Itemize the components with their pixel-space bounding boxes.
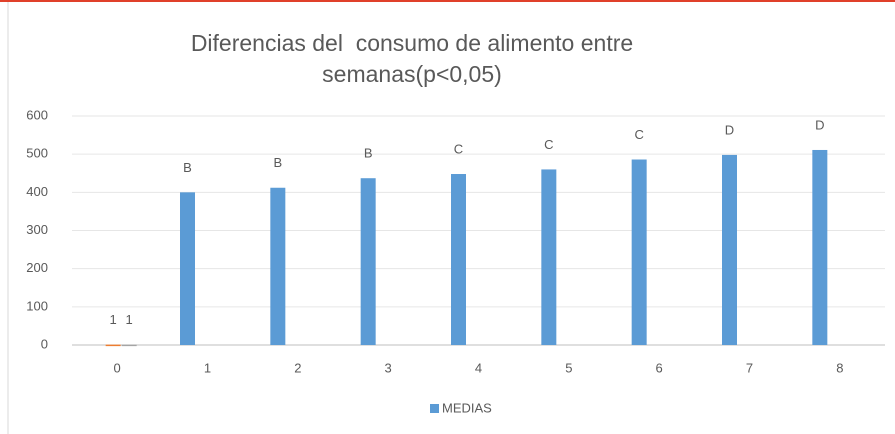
data-label: B (364, 146, 373, 161)
x-tick-label: 3 (385, 360, 392, 375)
legend-swatch (430, 404, 439, 413)
bar (270, 187, 286, 345)
data-label: C (454, 141, 463, 156)
bar (722, 154, 737, 345)
bar (451, 174, 466, 345)
y-tick-label: 600 (26, 107, 48, 122)
y-tick-label: 500 (26, 146, 48, 161)
data-label: D (815, 117, 824, 132)
x-tick-label: 4 (475, 360, 482, 375)
x-tick-label: 5 (565, 360, 572, 375)
x-tick-label: 6 (656, 360, 663, 375)
bar (105, 344, 121, 347)
bar (812, 149, 828, 345)
data-label: C (634, 127, 643, 142)
data-label: D (725, 122, 734, 137)
x-tick-label: 8 (836, 360, 843, 375)
chart-title: Diferencias del consumo de alimento entr… (191, 30, 633, 56)
data-label: 1 (126, 312, 133, 327)
y-tick-label: 0 (41, 336, 48, 351)
y-tick-label: 200 (26, 260, 48, 275)
bar (541, 169, 557, 345)
legend-label: MEDIAS (442, 400, 492, 415)
x-tick-label: 1 (204, 360, 211, 375)
data-label: C (544, 137, 553, 152)
bar (631, 159, 647, 345)
data-label: B (273, 155, 282, 170)
x-tick-label: 0 (114, 360, 121, 375)
y-tick-label: 400 (26, 184, 48, 199)
x-tick-label: 7 (746, 360, 753, 375)
data-label: B (183, 160, 192, 175)
y-tick-label: 100 (26, 298, 48, 313)
x-tick-label: 2 (294, 360, 301, 375)
bar (121, 344, 137, 347)
data-label: 1 (110, 312, 117, 327)
bar (180, 192, 195, 345)
chart-title: semanas(p<0,05) (322, 61, 502, 87)
bar (360, 178, 376, 345)
y-tick-label: 300 (26, 222, 48, 237)
